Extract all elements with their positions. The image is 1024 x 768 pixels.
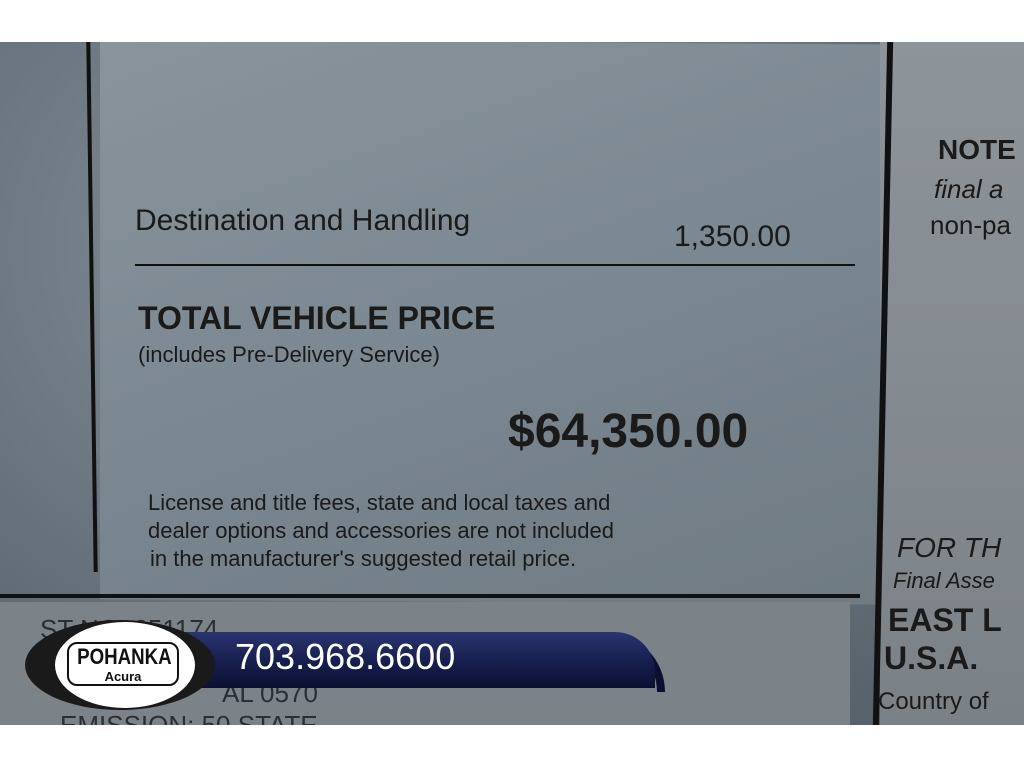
logo-circle: [55, 622, 195, 708]
disclaimer-line: dealer options and accessories are not i…: [148, 518, 614, 543]
pohanka-logo: POHANKA Acura: [67, 642, 179, 686]
right-panel: [880, 42, 1024, 725]
assembly-line: U.S.A.: [884, 640, 979, 676]
assembly-line: EAST L: [888, 602, 1002, 638]
phone-number[interactable]: 703.968.6600: [235, 636, 456, 677]
total-title: TOTAL VEHICLE PRICE: [138, 300, 496, 336]
window-sticker-photo: Destination and Handling 1,350.00 TOTAL …: [0, 42, 1024, 725]
phone-bar: [185, 632, 655, 688]
brand-name: POHANKA: [77, 644, 172, 669]
dealer-overlay: 703.968.6600 POHANKA Acura: [25, 620, 675, 710]
note-line: NOTE: [938, 134, 1016, 165]
disclaimer-line: License and title fees, state and local …: [148, 490, 611, 515]
note-line: non-pa: [930, 210, 1011, 240]
divider: [135, 264, 855, 266]
total-subtitle: (includes Pre-Delivery Service): [138, 342, 440, 367]
destination-label: Destination and Handling: [135, 204, 471, 237]
sub-brand: Acura: [104, 669, 142, 684]
disclaimer-line: in the manufacturer's suggested retail p…: [150, 546, 577, 571]
assembly-line: Country of: [878, 688, 989, 715]
lower-divider: [0, 594, 860, 598]
emission-line: EMISSION: 50 STATE: [60, 710, 318, 725]
note-line: final a: [934, 174, 1004, 204]
left-border: [86, 42, 98, 573]
assembly-line: FOR TH: [897, 532, 1002, 563]
total-value: $64,350.00: [508, 405, 749, 458]
assembly-line: Final Asse: [893, 568, 995, 593]
destination-value: 1,350.00: [674, 220, 791, 253]
